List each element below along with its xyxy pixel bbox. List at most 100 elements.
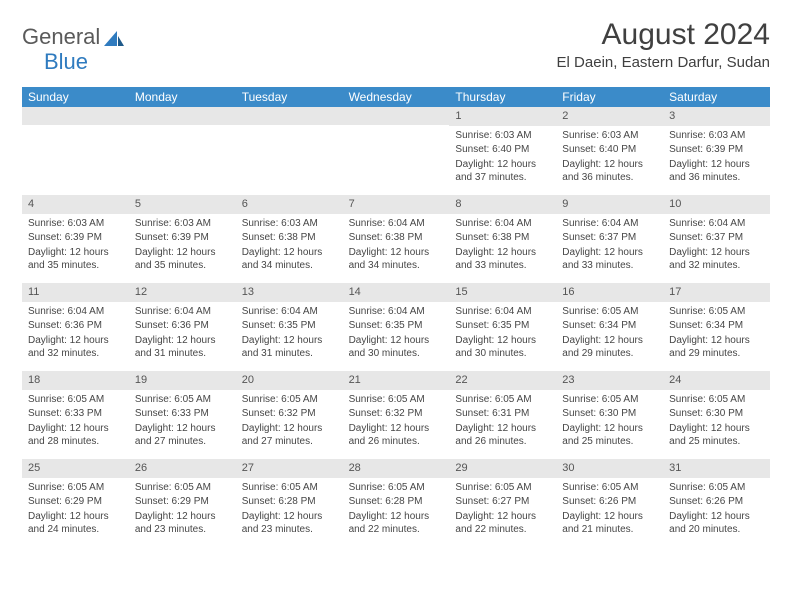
day-cell: 16Sunrise: 6:05 AMSunset: 6:34 PMDayligh… [556,283,663,371]
sunrise-text: Sunrise: 6:04 AM [242,305,337,319]
day-details: Sunrise: 6:04 AMSunset: 6:38 PMDaylight:… [449,214,556,280]
title-block: August 2024 El Daein, Eastern Darfur, Su… [557,18,770,71]
daylight-text: Daylight: 12 hours and 26 minutes. [349,422,444,449]
day-number: 1 [449,107,556,126]
daylight-text: Daylight: 12 hours and 31 minutes. [135,334,230,361]
day-number: 10 [663,195,770,214]
day-cell: 2Sunrise: 6:03 AMSunset: 6:40 PMDaylight… [556,107,663,195]
sunset-text: Sunset: 6:40 PM [562,143,657,157]
weekday-thu: Thursday [449,87,556,107]
day-details: Sunrise: 6:03 AMSunset: 6:40 PMDaylight:… [449,126,556,192]
day-cell: 6Sunrise: 6:03 AMSunset: 6:38 PMDaylight… [236,195,343,283]
sunrise-text: Sunrise: 6:05 AM [669,481,764,495]
day-cell: 18Sunrise: 6:05 AMSunset: 6:33 PMDayligh… [22,371,129,459]
day-number [129,107,236,125]
sunrise-text: Sunrise: 6:03 AM [135,217,230,231]
day-details: Sunrise: 6:05 AMSunset: 6:30 PMDaylight:… [556,390,663,456]
day-details-empty [343,125,450,188]
day-details: Sunrise: 6:05 AMSunset: 6:33 PMDaylight:… [129,390,236,456]
week-row: 18Sunrise: 6:05 AMSunset: 6:33 PMDayligh… [22,371,770,459]
week-row: 4Sunrise: 6:03 AMSunset: 6:39 PMDaylight… [22,195,770,283]
day-details: Sunrise: 6:05 AMSunset: 6:32 PMDaylight:… [343,390,450,456]
sunrise-text: Sunrise: 6:05 AM [669,393,764,407]
daylight-text: Daylight: 12 hours and 27 minutes. [242,422,337,449]
day-number: 7 [343,195,450,214]
day-cell: 7Sunrise: 6:04 AMSunset: 6:38 PMDaylight… [343,195,450,283]
day-cell: 23Sunrise: 6:05 AMSunset: 6:30 PMDayligh… [556,371,663,459]
sunset-text: Sunset: 6:30 PM [669,407,764,421]
sunset-text: Sunset: 6:39 PM [669,143,764,157]
sunrise-text: Sunrise: 6:05 AM [349,481,444,495]
calendar-page: General August 2024 El Daein, Eastern Da… [0,0,792,557]
sunrise-text: Sunrise: 6:03 AM [455,129,550,143]
weeks-container: 1Sunrise: 6:03 AMSunset: 6:40 PMDaylight… [22,107,770,547]
sunset-text: Sunset: 6:39 PM [135,231,230,245]
day-number: 17 [663,283,770,302]
sunrise-text: Sunrise: 6:05 AM [455,481,550,495]
day-number: 4 [22,195,129,214]
sunrise-text: Sunrise: 6:03 AM [669,129,764,143]
day-number: 21 [343,371,450,390]
day-number: 27 [236,459,343,478]
weekday-mon: Monday [129,87,236,107]
day-number: 14 [343,283,450,302]
day-number: 8 [449,195,556,214]
sunrise-text: Sunrise: 6:04 AM [455,305,550,319]
sunset-text: Sunset: 6:31 PM [455,407,550,421]
sunset-text: Sunset: 6:36 PM [135,319,230,333]
daylight-text: Daylight: 12 hours and 36 minutes. [669,158,764,185]
day-number: 28 [343,459,450,478]
day-number: 9 [556,195,663,214]
day-cell: 25Sunrise: 6:05 AMSunset: 6:29 PMDayligh… [22,459,129,547]
sunrise-text: Sunrise: 6:05 AM [28,393,123,407]
sunset-text: Sunset: 6:37 PM [669,231,764,245]
day-details: Sunrise: 6:05 AMSunset: 6:28 PMDaylight:… [236,478,343,544]
brand-logo: General [22,24,127,50]
brand-name-2: Blue [44,49,88,74]
day-details-empty [236,125,343,188]
sunset-text: Sunset: 6:33 PM [135,407,230,421]
day-number: 24 [663,371,770,390]
sunrise-text: Sunrise: 6:04 AM [349,217,444,231]
sunset-text: Sunset: 6:28 PM [349,495,444,509]
sunrise-text: Sunrise: 6:04 AM [135,305,230,319]
day-number [236,107,343,125]
sunset-text: Sunset: 6:27 PM [455,495,550,509]
daylight-text: Daylight: 12 hours and 20 minutes. [669,510,764,537]
sunset-text: Sunset: 6:35 PM [455,319,550,333]
day-details: Sunrise: 6:05 AMSunset: 6:31 PMDaylight:… [449,390,556,456]
day-cell: 11Sunrise: 6:04 AMSunset: 6:36 PMDayligh… [22,283,129,371]
month-title: August 2024 [557,18,770,52]
day-cell: 22Sunrise: 6:05 AMSunset: 6:31 PMDayligh… [449,371,556,459]
day-cell: 14Sunrise: 6:04 AMSunset: 6:35 PMDayligh… [343,283,450,371]
day-details: Sunrise: 6:05 AMSunset: 6:29 PMDaylight:… [129,478,236,544]
weekday-sun: Sunday [22,87,129,107]
sunrise-text: Sunrise: 6:05 AM [455,393,550,407]
day-cell [343,107,450,195]
sunrise-text: Sunrise: 6:05 AM [28,481,123,495]
day-cell: 26Sunrise: 6:05 AMSunset: 6:29 PMDayligh… [129,459,236,547]
sunset-text: Sunset: 6:38 PM [242,231,337,245]
day-details: Sunrise: 6:04 AMSunset: 6:37 PMDaylight:… [556,214,663,280]
daylight-text: Daylight: 12 hours and 37 minutes. [455,158,550,185]
sunset-text: Sunset: 6:29 PM [135,495,230,509]
sunrise-text: Sunrise: 6:04 AM [562,217,657,231]
day-number: 18 [22,371,129,390]
day-cell: 27Sunrise: 6:05 AMSunset: 6:28 PMDayligh… [236,459,343,547]
daylight-text: Daylight: 12 hours and 23 minutes. [135,510,230,537]
location-subtitle: El Daein, Eastern Darfur, Sudan [557,54,770,71]
daylight-text: Daylight: 12 hours and 34 minutes. [349,246,444,273]
daylight-text: Daylight: 12 hours and 25 minutes. [562,422,657,449]
day-details: Sunrise: 6:04 AMSunset: 6:35 PMDaylight:… [236,302,343,368]
day-details: Sunrise: 6:04 AMSunset: 6:35 PMDaylight:… [343,302,450,368]
brand-sail-icon [103,28,125,46]
sunrise-text: Sunrise: 6:05 AM [562,393,657,407]
day-cell: 4Sunrise: 6:03 AMSunset: 6:39 PMDaylight… [22,195,129,283]
sunrise-text: Sunrise: 6:05 AM [669,305,764,319]
sunset-text: Sunset: 6:32 PM [242,407,337,421]
daylight-text: Daylight: 12 hours and 32 minutes. [669,246,764,273]
day-details: Sunrise: 6:03 AMSunset: 6:39 PMDaylight:… [129,214,236,280]
day-details: Sunrise: 6:05 AMSunset: 6:27 PMDaylight:… [449,478,556,544]
day-number [22,107,129,125]
weekday-header: Sunday Monday Tuesday Wednesday Thursday… [22,87,770,107]
